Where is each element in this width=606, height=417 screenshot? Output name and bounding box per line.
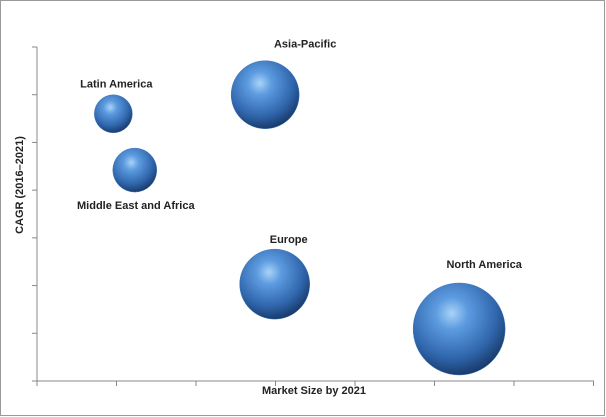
bubble-label: Latin America <box>80 79 153 91</box>
bubble <box>412 282 506 376</box>
bubble <box>94 94 133 134</box>
bubble-label: Europe <box>270 234 308 246</box>
bubble-label: North America <box>446 259 522 271</box>
y-axis-label: CAGR (2016–2021) <box>14 136 26 234</box>
bubble <box>230 60 300 129</box>
bubble <box>112 147 158 193</box>
bubble <box>239 248 310 320</box>
bubble-label: Middle East and Africa <box>77 200 195 212</box>
bubble-label: Asia-Pacific <box>274 39 336 51</box>
x-axis-label: Market Size by 2021 <box>262 385 366 397</box>
